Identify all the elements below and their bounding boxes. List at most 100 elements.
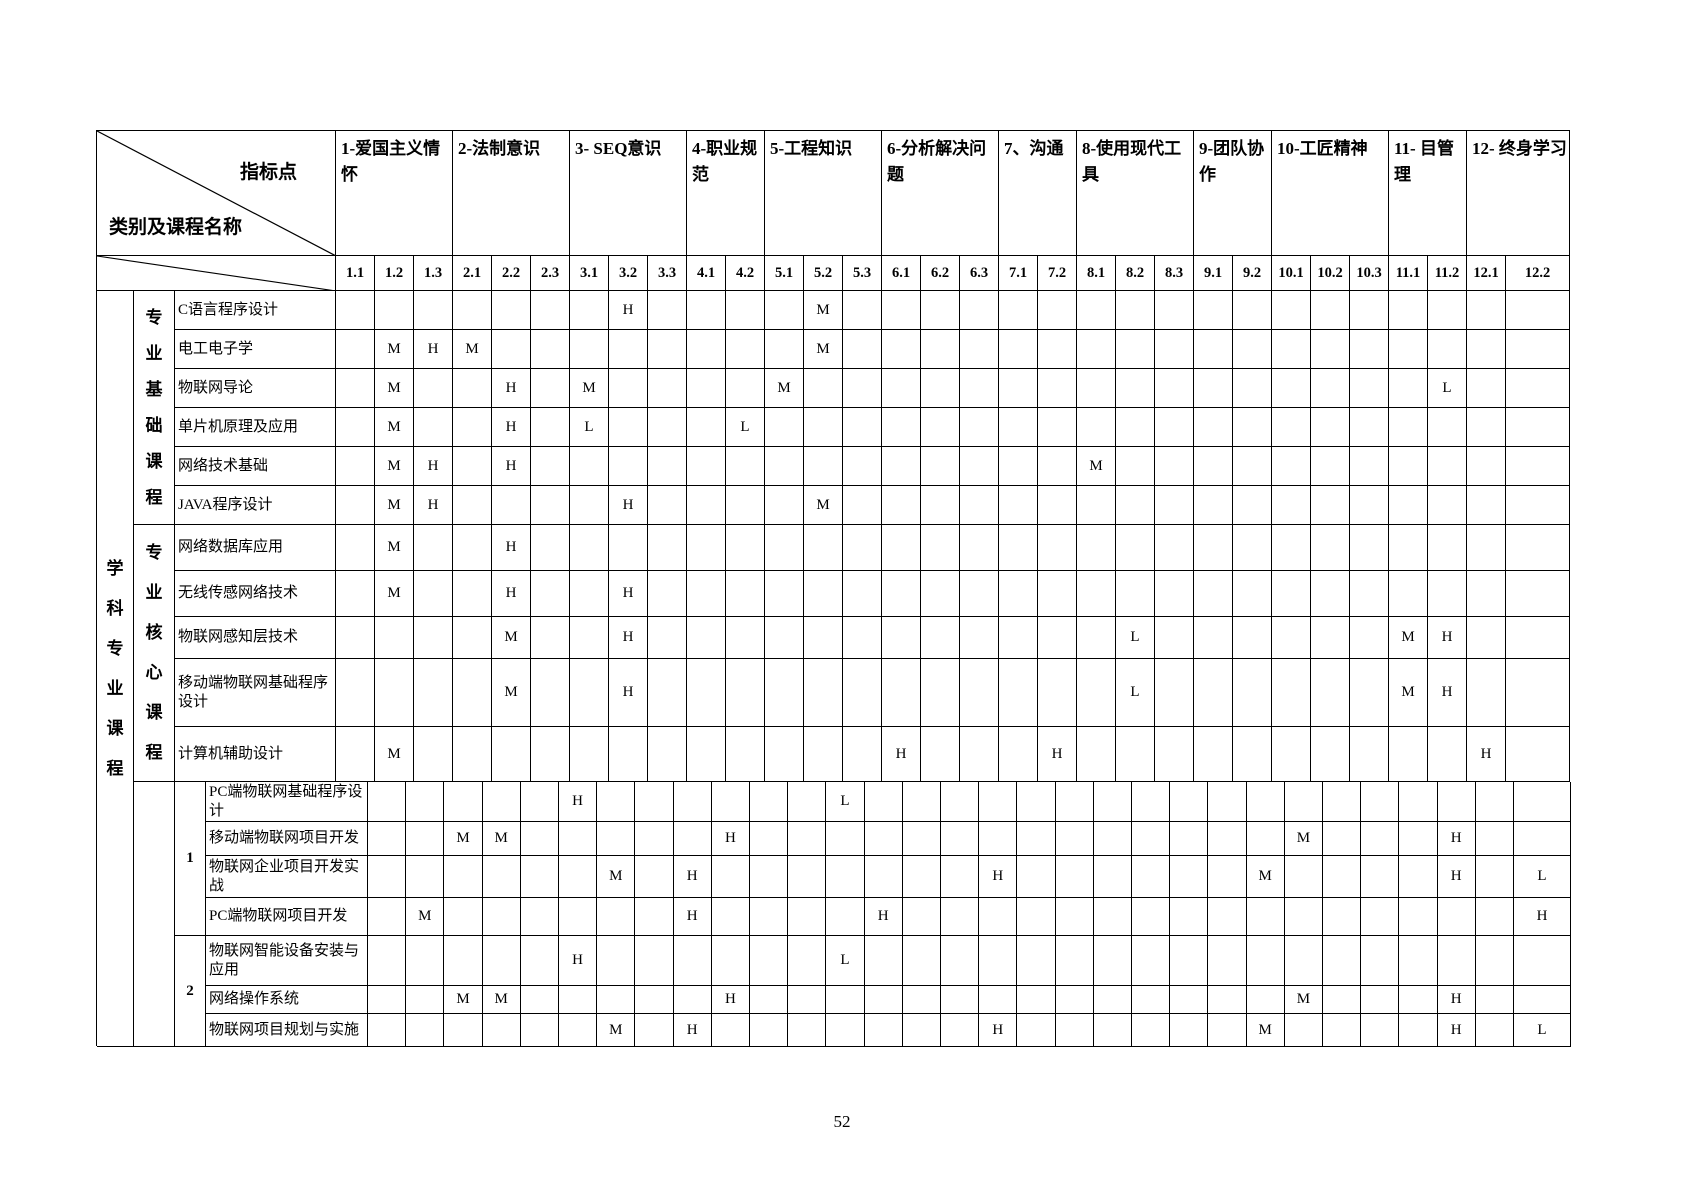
matrix-empty-cell xyxy=(843,369,882,408)
matrix-empty-cell xyxy=(482,898,521,936)
matrix-empty-cell xyxy=(531,617,570,659)
matrix-empty-cell xyxy=(1233,330,1272,369)
matrix-empty-cell xyxy=(570,727,609,782)
matrix-empty-cell xyxy=(520,856,559,898)
matrix-empty-cell xyxy=(1194,659,1233,727)
course-name-cell: 单片机原理及应用 xyxy=(175,408,336,447)
matrix-value-cell: M xyxy=(375,408,414,447)
matrix-empty-cell xyxy=(687,369,726,408)
matrix-empty-cell xyxy=(750,782,789,822)
indicator-group-header: 2-法制意识 xyxy=(453,131,570,256)
matrix-empty-cell xyxy=(453,486,492,525)
matrix-empty-cell xyxy=(1399,782,1438,822)
indicator-point-header: 3.1 xyxy=(570,256,609,291)
indicator-subcorner-cell xyxy=(97,256,336,291)
matrix-empty-cell xyxy=(960,617,999,659)
matrix-empty-cell xyxy=(960,330,999,369)
matrix-empty-cell xyxy=(1350,659,1389,727)
matrix-value-cell: H xyxy=(414,330,453,369)
matrix-empty-cell xyxy=(1506,291,1570,330)
matrix-empty-cell xyxy=(482,936,521,986)
matrix-empty-cell xyxy=(1170,822,1209,856)
matrix-value-cell: H xyxy=(673,1014,712,1047)
matrix-empty-cell xyxy=(1055,936,1094,986)
matrix-empty-cell xyxy=(921,408,960,447)
matrix-empty-cell xyxy=(1399,898,1438,936)
matrix-empty-cell xyxy=(726,617,765,659)
matrix-value-cell: M xyxy=(1077,447,1116,486)
matrix-empty-cell xyxy=(1311,486,1350,525)
matrix-empty-cell xyxy=(726,330,765,369)
matrix-empty-cell xyxy=(1132,1014,1171,1047)
matrix-empty-cell xyxy=(711,856,750,898)
matrix-empty-cell xyxy=(1272,447,1311,486)
matrix-empty-cell xyxy=(609,408,648,447)
matrix-empty-cell xyxy=(941,782,980,822)
matrix-empty-cell xyxy=(1311,659,1350,727)
matrix-empty-cell xyxy=(1272,369,1311,408)
matrix-empty-cell xyxy=(1038,659,1077,727)
course-name-cell: PC端物联网项目开发 xyxy=(206,898,368,936)
matrix-empty-cell xyxy=(570,617,609,659)
matrix-empty-cell xyxy=(1437,936,1476,986)
matrix-empty-cell xyxy=(1428,727,1467,782)
matrix-empty-cell xyxy=(635,856,674,898)
matrix-empty-cell xyxy=(1350,525,1389,571)
matrix-empty-cell xyxy=(979,782,1018,822)
matrix-empty-cell xyxy=(882,486,921,525)
matrix-empty-cell xyxy=(726,486,765,525)
matrix-empty-cell xyxy=(726,525,765,571)
matrix-empty-cell xyxy=(1272,408,1311,447)
matrix-empty-cell xyxy=(960,525,999,571)
matrix-value-cell: M xyxy=(453,330,492,369)
matrix-empty-cell xyxy=(1116,447,1155,486)
matrix-empty-cell xyxy=(1272,727,1311,782)
matrix-empty-cell xyxy=(1194,727,1233,782)
curriculum-indicator-matrix: 指标点 类别及课程名称 1-爱国主义情怀 2-法制意识 3- SEQ意识 4-职业规范 5-… xyxy=(96,130,1571,1047)
corner-bottom-label: 类别及课程名称 xyxy=(109,217,243,238)
matrix-empty-cell xyxy=(375,659,414,727)
matrix-empty-cell xyxy=(711,936,750,986)
matrix-value-cell: M xyxy=(765,369,804,408)
matrix-empty-cell xyxy=(1323,822,1362,856)
matrix-empty-cell xyxy=(882,447,921,486)
matrix-empty-cell xyxy=(336,291,375,330)
matrix-value-cell: M xyxy=(492,659,531,727)
indicator-point-header: 10.1 xyxy=(1272,256,1311,291)
matrix-empty-cell xyxy=(1389,291,1428,330)
matrix-empty-cell xyxy=(902,936,941,986)
indicator-point-header: 12.2 xyxy=(1506,256,1570,291)
matrix-empty-cell xyxy=(941,1014,980,1047)
matrix-empty-cell xyxy=(1311,369,1350,408)
matrix-empty-cell xyxy=(1055,898,1094,936)
indicator-point-header: 5.3 xyxy=(843,256,882,291)
matrix-empty-cell xyxy=(750,898,789,936)
matrix-value-cell: M xyxy=(597,856,636,898)
matrix-value-cell: L xyxy=(826,782,865,822)
matrix-empty-cell xyxy=(826,856,865,898)
matrix-empty-cell xyxy=(597,936,636,986)
matrix-empty-cell xyxy=(1389,408,1428,447)
matrix-empty-cell xyxy=(1323,986,1362,1014)
matrix-empty-cell xyxy=(960,727,999,782)
matrix-empty-cell xyxy=(979,936,1018,986)
matrix-value-cell: H xyxy=(1437,856,1476,898)
matrix-empty-cell xyxy=(1017,936,1056,986)
matrix-empty-cell xyxy=(597,782,636,822)
matrix-empty-cell xyxy=(1194,447,1233,486)
matrix-empty-cell xyxy=(531,727,570,782)
matrix-empty-cell xyxy=(711,782,750,822)
matrix-empty-cell xyxy=(1077,408,1116,447)
page-number: 52 xyxy=(833,1112,851,1131)
matrix-empty-cell xyxy=(609,727,648,782)
matrix-empty-cell xyxy=(765,408,804,447)
matrix-empty-cell xyxy=(492,330,531,369)
matrix-empty-cell xyxy=(1093,986,1132,1014)
indicator-point-header: 11.2 xyxy=(1428,256,1467,291)
matrix-value-cell: L xyxy=(1514,1014,1571,1047)
matrix-empty-cell xyxy=(559,856,598,898)
indicator-point-header: 6.2 xyxy=(921,256,960,291)
matrix-empty-cell xyxy=(648,369,687,408)
matrix-empty-cell xyxy=(960,408,999,447)
matrix-empty-cell xyxy=(520,782,559,822)
